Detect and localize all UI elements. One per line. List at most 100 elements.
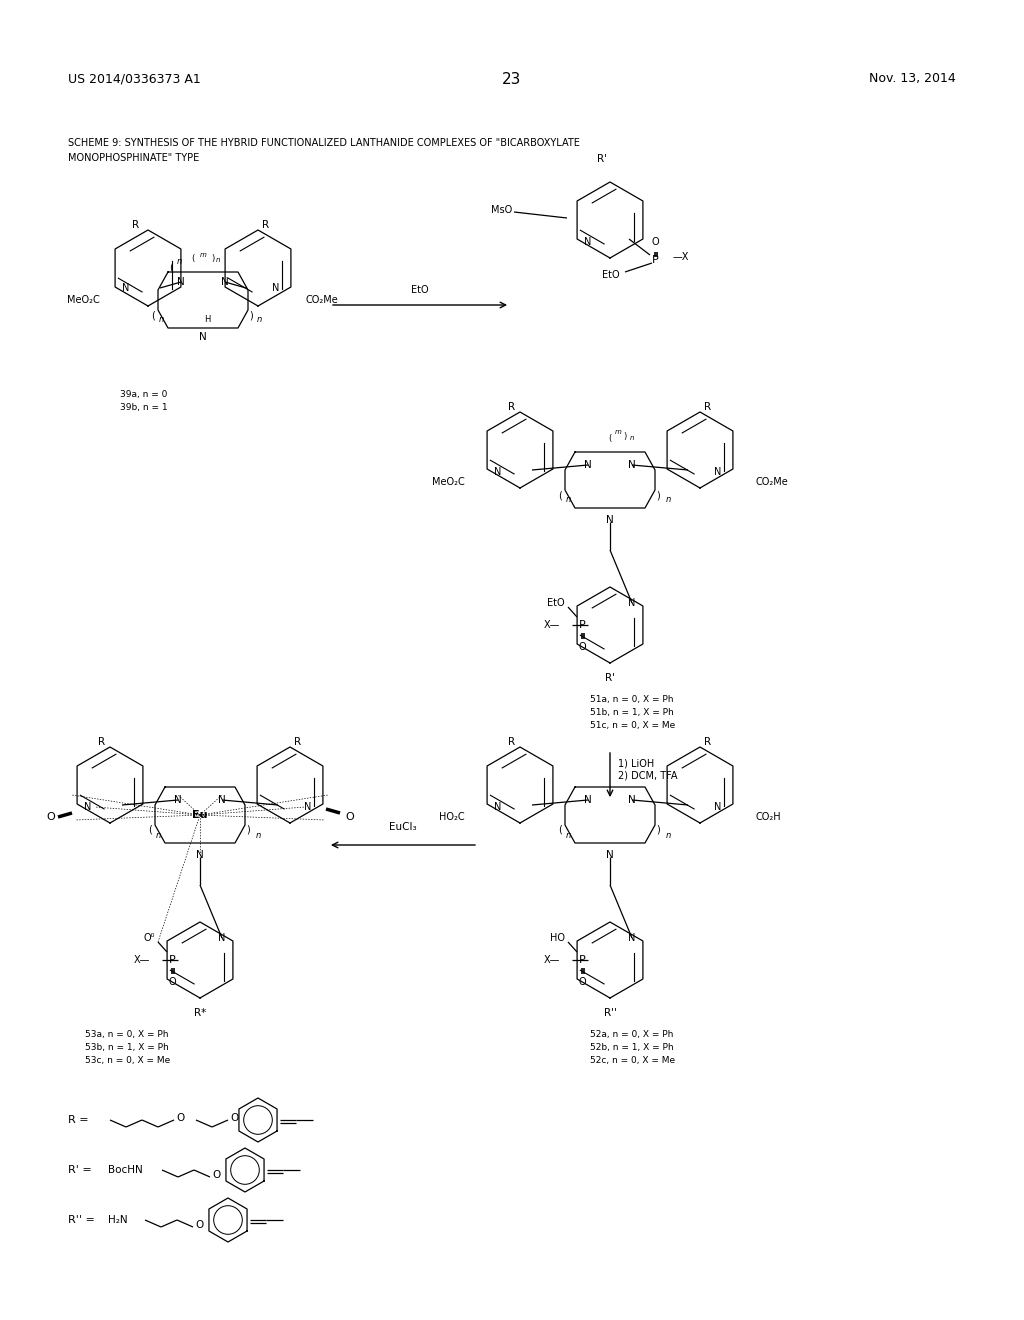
Text: R': R' bbox=[597, 154, 607, 164]
Text: R: R bbox=[509, 737, 515, 747]
Text: HO₂C: HO₂C bbox=[439, 812, 465, 822]
Text: n: n bbox=[176, 257, 181, 267]
Text: N: N bbox=[628, 459, 636, 470]
Text: n: n bbox=[666, 830, 671, 840]
Text: N: N bbox=[218, 795, 226, 805]
Text: O: O bbox=[579, 977, 586, 987]
Text: 51b, n = 1, X = Ph: 51b, n = 1, X = Ph bbox=[590, 708, 674, 717]
Text: N: N bbox=[122, 282, 130, 293]
Text: R: R bbox=[509, 403, 515, 412]
Text: X—: X— bbox=[544, 954, 560, 965]
Text: 51c, n = 0, X = Me: 51c, n = 0, X = Me bbox=[590, 721, 675, 730]
Text: 39a, n = 0: 39a, n = 0 bbox=[120, 389, 167, 399]
Text: MeO₂C: MeO₂C bbox=[68, 294, 100, 305]
Text: n: n bbox=[216, 257, 220, 263]
Text: CO₂Me: CO₂Me bbox=[755, 477, 787, 487]
Text: X—: X— bbox=[133, 954, 150, 965]
Text: R: R bbox=[295, 737, 301, 747]
Text: m: m bbox=[614, 429, 622, 436]
Text: P: P bbox=[169, 954, 175, 965]
Text: (: ( bbox=[558, 490, 562, 500]
Text: ): ) bbox=[624, 432, 627, 441]
Text: R: R bbox=[705, 403, 712, 412]
Text: ): ) bbox=[246, 825, 250, 836]
Text: EtO: EtO bbox=[548, 598, 565, 609]
Text: O: O bbox=[212, 1170, 220, 1180]
Text: R: R bbox=[262, 220, 269, 230]
Text: N: N bbox=[715, 467, 722, 477]
Text: N: N bbox=[272, 282, 280, 293]
Text: n: n bbox=[565, 830, 570, 840]
Text: ): ) bbox=[249, 310, 253, 319]
Text: N: N bbox=[84, 803, 92, 812]
Text: HO: HO bbox=[550, 933, 565, 942]
Text: R': R' bbox=[605, 673, 615, 682]
Text: H: H bbox=[204, 315, 210, 325]
Text: Eu: Eu bbox=[193, 810, 208, 820]
Text: R: R bbox=[98, 737, 105, 747]
Text: N: N bbox=[629, 933, 636, 942]
Text: N: N bbox=[495, 803, 502, 812]
Text: 53b, n = 1, X = Ph: 53b, n = 1, X = Ph bbox=[85, 1043, 169, 1052]
Text: MeO₂C: MeO₂C bbox=[432, 477, 465, 487]
Text: CO₂H: CO₂H bbox=[755, 812, 780, 822]
Text: R*: R* bbox=[194, 1008, 206, 1018]
Text: N: N bbox=[221, 277, 229, 286]
Text: N: N bbox=[606, 515, 613, 525]
Text: 53c, n = 0, X = Me: 53c, n = 0, X = Me bbox=[85, 1056, 170, 1065]
Text: 52c, n = 0, X = Me: 52c, n = 0, X = Me bbox=[590, 1056, 675, 1065]
Text: 2) DCM, TFA: 2) DCM, TFA bbox=[618, 771, 678, 781]
Text: —X: —X bbox=[673, 252, 689, 261]
Text: ): ) bbox=[656, 825, 659, 836]
Text: MONOPHOSPHINATE" TYPE: MONOPHOSPHINATE" TYPE bbox=[68, 153, 200, 162]
Text: 1) LiOH: 1) LiOH bbox=[618, 758, 654, 768]
Text: R' =: R' = bbox=[68, 1166, 92, 1175]
Text: (: ( bbox=[148, 825, 152, 836]
Text: 52a, n = 0, X = Ph: 52a, n = 0, X = Ph bbox=[590, 1030, 674, 1039]
Text: N: N bbox=[584, 459, 592, 470]
Text: m: m bbox=[200, 252, 207, 257]
Text: O⁰: O⁰ bbox=[143, 933, 155, 942]
Text: (: ( bbox=[558, 825, 562, 836]
Text: n: n bbox=[156, 830, 161, 840]
Text: N: N bbox=[629, 598, 636, 609]
Text: R: R bbox=[705, 737, 712, 747]
Text: (: ( bbox=[608, 433, 611, 442]
Text: US 2014/0336373 A1: US 2014/0336373 A1 bbox=[68, 73, 201, 84]
Text: X—: X— bbox=[544, 620, 560, 630]
Text: N: N bbox=[628, 795, 636, 805]
Text: O: O bbox=[46, 812, 55, 822]
Text: EuCl₃: EuCl₃ bbox=[389, 822, 417, 832]
Text: ): ) bbox=[211, 253, 215, 263]
Text: n: n bbox=[630, 436, 634, 441]
Text: N: N bbox=[715, 803, 722, 812]
Text: P: P bbox=[651, 255, 658, 265]
Text: N: N bbox=[174, 795, 182, 805]
Text: R'' =: R'' = bbox=[68, 1214, 95, 1225]
Text: N: N bbox=[218, 933, 225, 942]
Text: n: n bbox=[666, 495, 671, 504]
Text: O: O bbox=[651, 238, 658, 247]
Text: SCHEME 9: SYNTHESIS OF THE HYBRID FUNCTIONALIZED LANTHANIDE COMPLEXES OF "BICARB: SCHEME 9: SYNTHESIS OF THE HYBRID FUNCTI… bbox=[68, 139, 580, 148]
Text: R: R bbox=[132, 220, 139, 230]
Text: N: N bbox=[177, 277, 185, 286]
Text: (: ( bbox=[169, 261, 173, 272]
Text: R'': R'' bbox=[603, 1008, 616, 1018]
Text: N: N bbox=[199, 333, 207, 342]
Text: N: N bbox=[304, 803, 311, 812]
Text: 23: 23 bbox=[503, 73, 521, 87]
Text: 51a, n = 0, X = Ph: 51a, n = 0, X = Ph bbox=[590, 696, 674, 704]
Text: N: N bbox=[197, 850, 204, 861]
Text: O: O bbox=[230, 1113, 239, 1123]
Text: P: P bbox=[579, 954, 586, 965]
Text: O: O bbox=[345, 812, 353, 822]
Text: (: ( bbox=[152, 310, 155, 319]
Text: O: O bbox=[176, 1113, 184, 1123]
Text: R =: R = bbox=[68, 1115, 89, 1125]
Text: O: O bbox=[168, 977, 176, 987]
Text: H₂N: H₂N bbox=[108, 1214, 128, 1225]
Text: (: ( bbox=[191, 253, 195, 263]
Text: O: O bbox=[579, 642, 586, 652]
Text: Nov. 13, 2014: Nov. 13, 2014 bbox=[869, 73, 956, 84]
Text: CO₂Me: CO₂Me bbox=[306, 294, 339, 305]
